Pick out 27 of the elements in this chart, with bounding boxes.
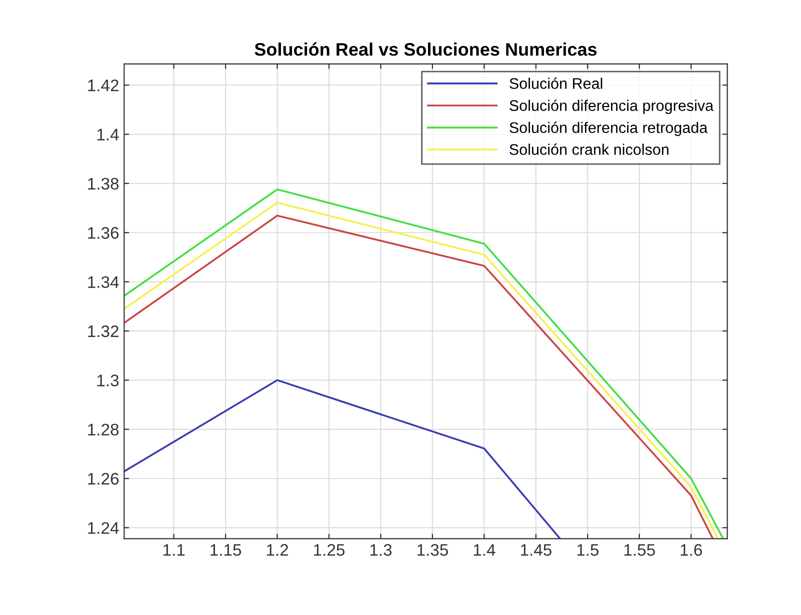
- x-tick-label: 1.35: [418, 544, 448, 556]
- x-tick-label: 1.5: [577, 544, 599, 556]
- chart-title: Solución Real vs Soluciones Numericas: [254, 42, 597, 56]
- x-tick-label: 1.3: [370, 544, 392, 556]
- legend-label: Solución crank nicolson: [510, 144, 668, 155]
- legend-label: Solución diferencia retrogada: [510, 122, 708, 136]
- x-tick-label: 1.2: [266, 544, 288, 556]
- legend-label: Solución diferencia progresiva: [510, 100, 714, 114]
- y-tick-label: 1.42: [88, 80, 118, 92]
- y-tick-label: 1.32: [88, 325, 118, 338]
- y-tick-label: 1.26: [88, 472, 119, 485]
- y-tick-label: 1.38: [88, 178, 119, 190]
- y-tick-label: 1.3: [97, 374, 119, 386]
- y-tick-label: 1.24: [88, 522, 119, 534]
- x-tick-label: 1.45: [520, 544, 552, 556]
- x-tick-label: 1.15: [210, 544, 242, 556]
- x-tick-label: 1.55: [624, 544, 655, 556]
- x-tick-label: 1.6: [680, 544, 702, 556]
- line-series: [124, 379, 562, 539]
- x-tick-label: 1.25: [314, 544, 345, 556]
- y-tick-label: 1.4: [97, 128, 119, 140]
- y-tick-label: 1.28: [88, 424, 119, 436]
- y-tick-label: 1.34: [88, 276, 119, 288]
- legend-label: Solución Real: [510, 78, 602, 89]
- x-tick-label: 1.4: [474, 544, 496, 556]
- y-tick-label: 1.36: [88, 227, 119, 239]
- x-tick-label: 1.1: [164, 544, 185, 556]
